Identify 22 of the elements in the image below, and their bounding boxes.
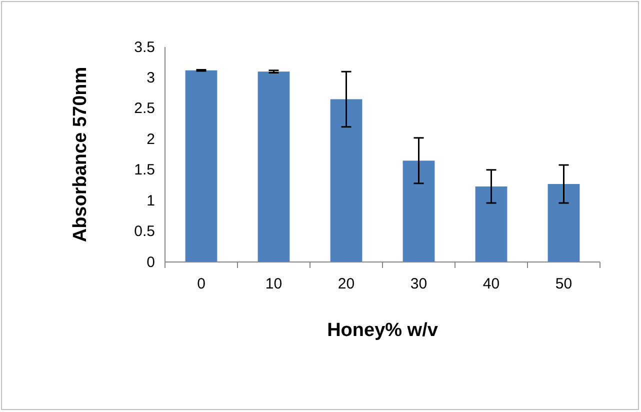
- bar: [475, 186, 508, 262]
- x-tick-label: 0: [197, 276, 206, 293]
- bar: [330, 99, 362, 262]
- y-tick-label: 1: [146, 192, 155, 210]
- bar: [402, 160, 435, 262]
- bar: [258, 72, 290, 262]
- y-tick-label: 3: [146, 70, 155, 87]
- x-tick-label: 30: [410, 276, 428, 293]
- x-tick-label: 40: [482, 276, 500, 293]
- bar: [548, 184, 580, 262]
- y-tick-label: 2: [146, 130, 155, 148]
- x-tick-label: 10: [265, 276, 282, 293]
- y-tick-label: 2.5: [134, 100, 155, 118]
- x-tick-label: 50: [555, 276, 572, 293]
- x-axis-title: Honey% w/v: [327, 320, 438, 341]
- y-tick-label: 1.5: [134, 162, 155, 179]
- bar: [185, 70, 218, 262]
- y-tick-label: 0: [146, 254, 155, 271]
- x-tick-label: 20: [338, 276, 355, 293]
- y-tick-label: 0.5: [134, 223, 155, 240]
- y-axis-title: Absorbance 570nm: [70, 66, 91, 242]
- y-tick-label: 3.5: [134, 38, 155, 56]
